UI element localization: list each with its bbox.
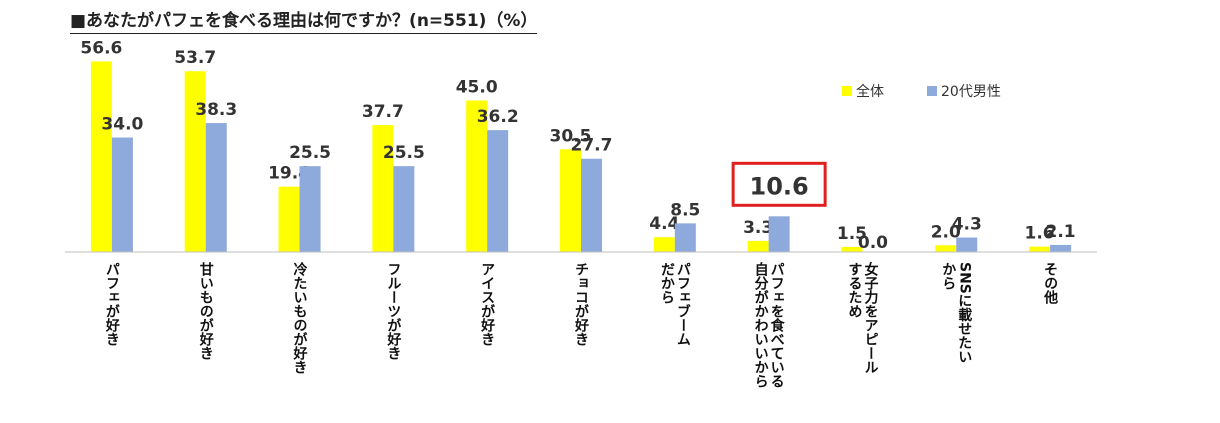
x-tick-label-0: パフェが好き [103, 262, 120, 346]
x-tick-label-9: SNSに載せたい から [940, 262, 973, 364]
bar-all-8 [841, 246, 863, 252]
data-label-men20s-2: 25.5 [289, 143, 331, 163]
bar-all-6 [653, 237, 675, 252]
bar-men20s-6 [674, 223, 696, 252]
legend-label-1: 20代男性 [941, 84, 1001, 100]
x-tick-label-6: パフェブーム だから [658, 262, 691, 346]
bar-all-4 [466, 100, 488, 252]
data-label-men20s-9: 4.3 [952, 215, 982, 235]
data-label-all-4: 45.0 [456, 78, 498, 98]
data-label-men20s-8: 0.0 [858, 233, 888, 253]
data-label-men20s-5: 27.7 [571, 136, 613, 156]
data-label-men20s-1: 38.3 [195, 100, 237, 120]
x-tick-label-3: フルーツが好き [385, 262, 402, 360]
x-tick-label-4: アイスが好き [479, 262, 496, 346]
bar-all-2 [278, 186, 300, 252]
data-label-men20s-3: 25.5 [383, 143, 425, 163]
data-label-men20s-6: 8.5 [670, 200, 700, 220]
bar-men20s-7 [768, 216, 790, 252]
data-label-all-8: 1.5 [837, 224, 867, 244]
legend-swatch-1 [927, 86, 937, 96]
highlight-box [731, 161, 827, 207]
data-label-all-3: 37.7 [362, 102, 404, 122]
bar-all-5 [560, 149, 581, 252]
x-tick-label-8: 女子力をアピール するため [846, 262, 879, 374]
data-label-all-7: 3.3 [743, 218, 773, 238]
data-label-men20s-10: 2.1 [1046, 222, 1076, 242]
x-tick-label-5: チョコが好き [573, 262, 589, 346]
bar-men20s-5 [581, 158, 602, 252]
legend-label-0: 全体 [856, 83, 884, 100]
chart-title: ■あなたがパフェを食べる理由は何ですか？(n=551)（%） [70, 6, 538, 34]
bar-men20s-4 [487, 130, 509, 252]
data-label-all-0: 56.6 [80, 38, 122, 58]
data-label-men20s-7: 10.6 [750, 172, 809, 200]
bar-men20s-1 [205, 123, 227, 252]
bar-men20s-10 [1050, 244, 1072, 252]
bar-all-7 [747, 240, 769, 252]
bar-all-3 [372, 125, 394, 252]
data-label-all-10: 1.6 [1025, 224, 1055, 244]
x-tick-label-7: パフェを食べている 自分がかわいいから [752, 262, 785, 388]
data-label-all-9: 2.0 [931, 222, 961, 242]
legend-swatch-0 [842, 86, 852, 96]
data-label-all-6: 4.4 [649, 214, 679, 234]
x-tick-label-1: 甘いものが好き [197, 262, 214, 360]
data-label-all-5: 30.5 [550, 126, 592, 146]
data-label-men20s-0: 34.0 [101, 115, 143, 135]
x-tick-label-10: その他 [1042, 262, 1059, 304]
bar-men20s-9 [956, 237, 978, 252]
x-tick-label-2: 冷たいものが好き [291, 262, 308, 374]
bar-all-1 [184, 71, 206, 253]
data-label-all-1: 53.7 [174, 48, 216, 68]
bar-all-0 [90, 61, 112, 252]
bar-men20s-0 [111, 137, 133, 252]
data-label-men20s-4: 36.2 [477, 107, 519, 127]
bar-all-10 [1029, 246, 1051, 252]
bar-men20s-2 [299, 166, 321, 252]
bar-all-9 [935, 245, 957, 252]
bar-men20s-3 [393, 166, 415, 252]
